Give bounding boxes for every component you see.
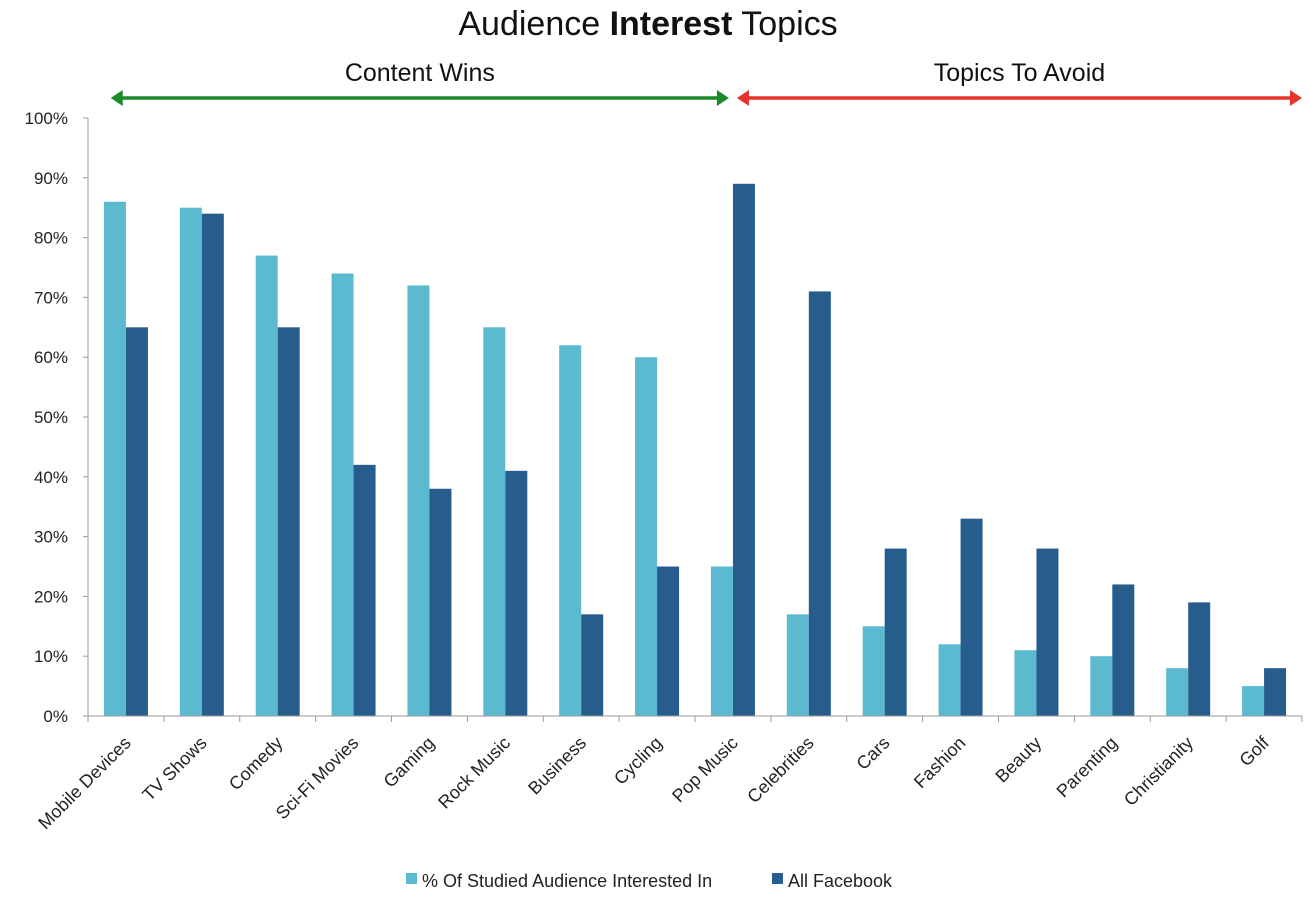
bar-studied-audience: [938, 644, 961, 716]
bar-all-facebook: [884, 548, 907, 716]
x-tick-label: Fashion: [910, 733, 969, 792]
y-tick-label: 100%: [25, 109, 68, 128]
bar-all-facebook: [125, 327, 148, 716]
legend-label: % Of Studied Audience Interested In: [422, 871, 712, 891]
range-arrow-head-right: [716, 90, 729, 106]
bar-studied-audience: [1090, 656, 1113, 716]
y-tick-label: 30%: [34, 528, 68, 547]
bar-studied-audience: [179, 207, 202, 716]
x-tick-label: Cycling: [610, 733, 666, 789]
range-annotations: Content Wins Topics To Avoid: [110, 59, 1302, 106]
bars: [103, 183, 1287, 717]
bar-studied-audience: [710, 566, 733, 716]
bar-all-facebook: [581, 614, 604, 716]
y-axis: 0% 10% 20% 30% 40% 50% 60% 70% 80% 90% 100%: [25, 109, 89, 726]
range-label: Content Wins: [345, 59, 495, 87]
bar-all-facebook: [353, 464, 376, 716]
x-tick-label: Cars: [852, 733, 893, 774]
x-tick-label: Parenting: [1053, 733, 1122, 802]
bar-all-facebook: [1264, 668, 1287, 716]
x-tick-label: Golf: [1235, 732, 1273, 770]
bar-studied-audience: [786, 614, 809, 716]
bar-all-facebook: [505, 470, 528, 716]
chart-title-suffix: Topics: [732, 5, 837, 43]
chart-title: Audience Interest Topics: [458, 5, 837, 43]
bar-all-facebook: [657, 566, 680, 716]
bar-all-facebook: [1036, 548, 1059, 716]
x-tick-label: Pop Music: [668, 733, 742, 807]
bar-all-facebook: [808, 291, 831, 716]
y-tick-label: 60%: [34, 348, 68, 367]
bar-all-facebook: [732, 183, 755, 716]
y-tick-label: 80%: [34, 229, 68, 248]
bar-studied-audience: [862, 626, 885, 716]
bar-studied-audience: [1014, 650, 1037, 716]
x-tick-label: Christianity: [1120, 733, 1197, 810]
bar-studied-audience: [331, 273, 354, 716]
bar-studied-audience: [1166, 668, 1189, 716]
y-tick-label: 40%: [34, 468, 68, 487]
bar-all-facebook: [1188, 602, 1211, 716]
bar-studied-audience: [483, 327, 506, 716]
bar-all-facebook: [201, 213, 224, 716]
bar-studied-audience: [407, 285, 430, 716]
bar-all-facebook: [1112, 584, 1135, 716]
legend-swatch: [772, 873, 783, 884]
range-arrow-0: Content Wins: [110, 59, 729, 106]
range-arrow-head-right: [1290, 90, 1302, 106]
x-tick-label: Gaming: [380, 733, 439, 792]
x-tick-label: Comedy: [225, 733, 287, 795]
bar-studied-audience: [103, 201, 126, 717]
x-tick-label: TV Shows: [138, 733, 210, 805]
chart-title-bold: Interest: [610, 5, 733, 43]
x-tick-label: Business: [524, 733, 590, 799]
bar-studied-audience: [1242, 686, 1265, 716]
bar-all-facebook: [429, 488, 452, 716]
y-tick-label: 0%: [43, 707, 68, 726]
y-tick-label: 50%: [34, 408, 68, 427]
x-tick-label: Mobile Devices: [34, 733, 134, 833]
bar-studied-audience: [559, 345, 582, 716]
range-arrow-head-left: [736, 90, 749, 106]
legend-label: All Facebook: [788, 871, 893, 891]
legend-swatch: [406, 873, 417, 884]
legend: % Of Studied Audience Interested In All F…: [406, 871, 893, 891]
y-tick-label: 20%: [34, 587, 68, 606]
range-label: Topics To Avoid: [934, 59, 1105, 87]
y-tick-label: 70%: [34, 288, 68, 307]
range-arrow-1: Topics To Avoid: [736, 59, 1302, 106]
y-tick-label: 10%: [34, 647, 68, 666]
x-tick-label: Beauty: [991, 733, 1045, 787]
bar-studied-audience: [635, 357, 658, 716]
bar-all-facebook: [277, 327, 300, 716]
chart-title-prefix: Audience: [458, 5, 609, 43]
x-tick-label: Rock Music: [434, 733, 514, 813]
x-tick-label: Celebrities: [743, 733, 817, 807]
bar-all-facebook: [960, 518, 983, 716]
range-arrow-head-left: [110, 90, 123, 106]
y-tick-label: 90%: [34, 169, 68, 188]
bar-studied-audience: [255, 255, 278, 717]
